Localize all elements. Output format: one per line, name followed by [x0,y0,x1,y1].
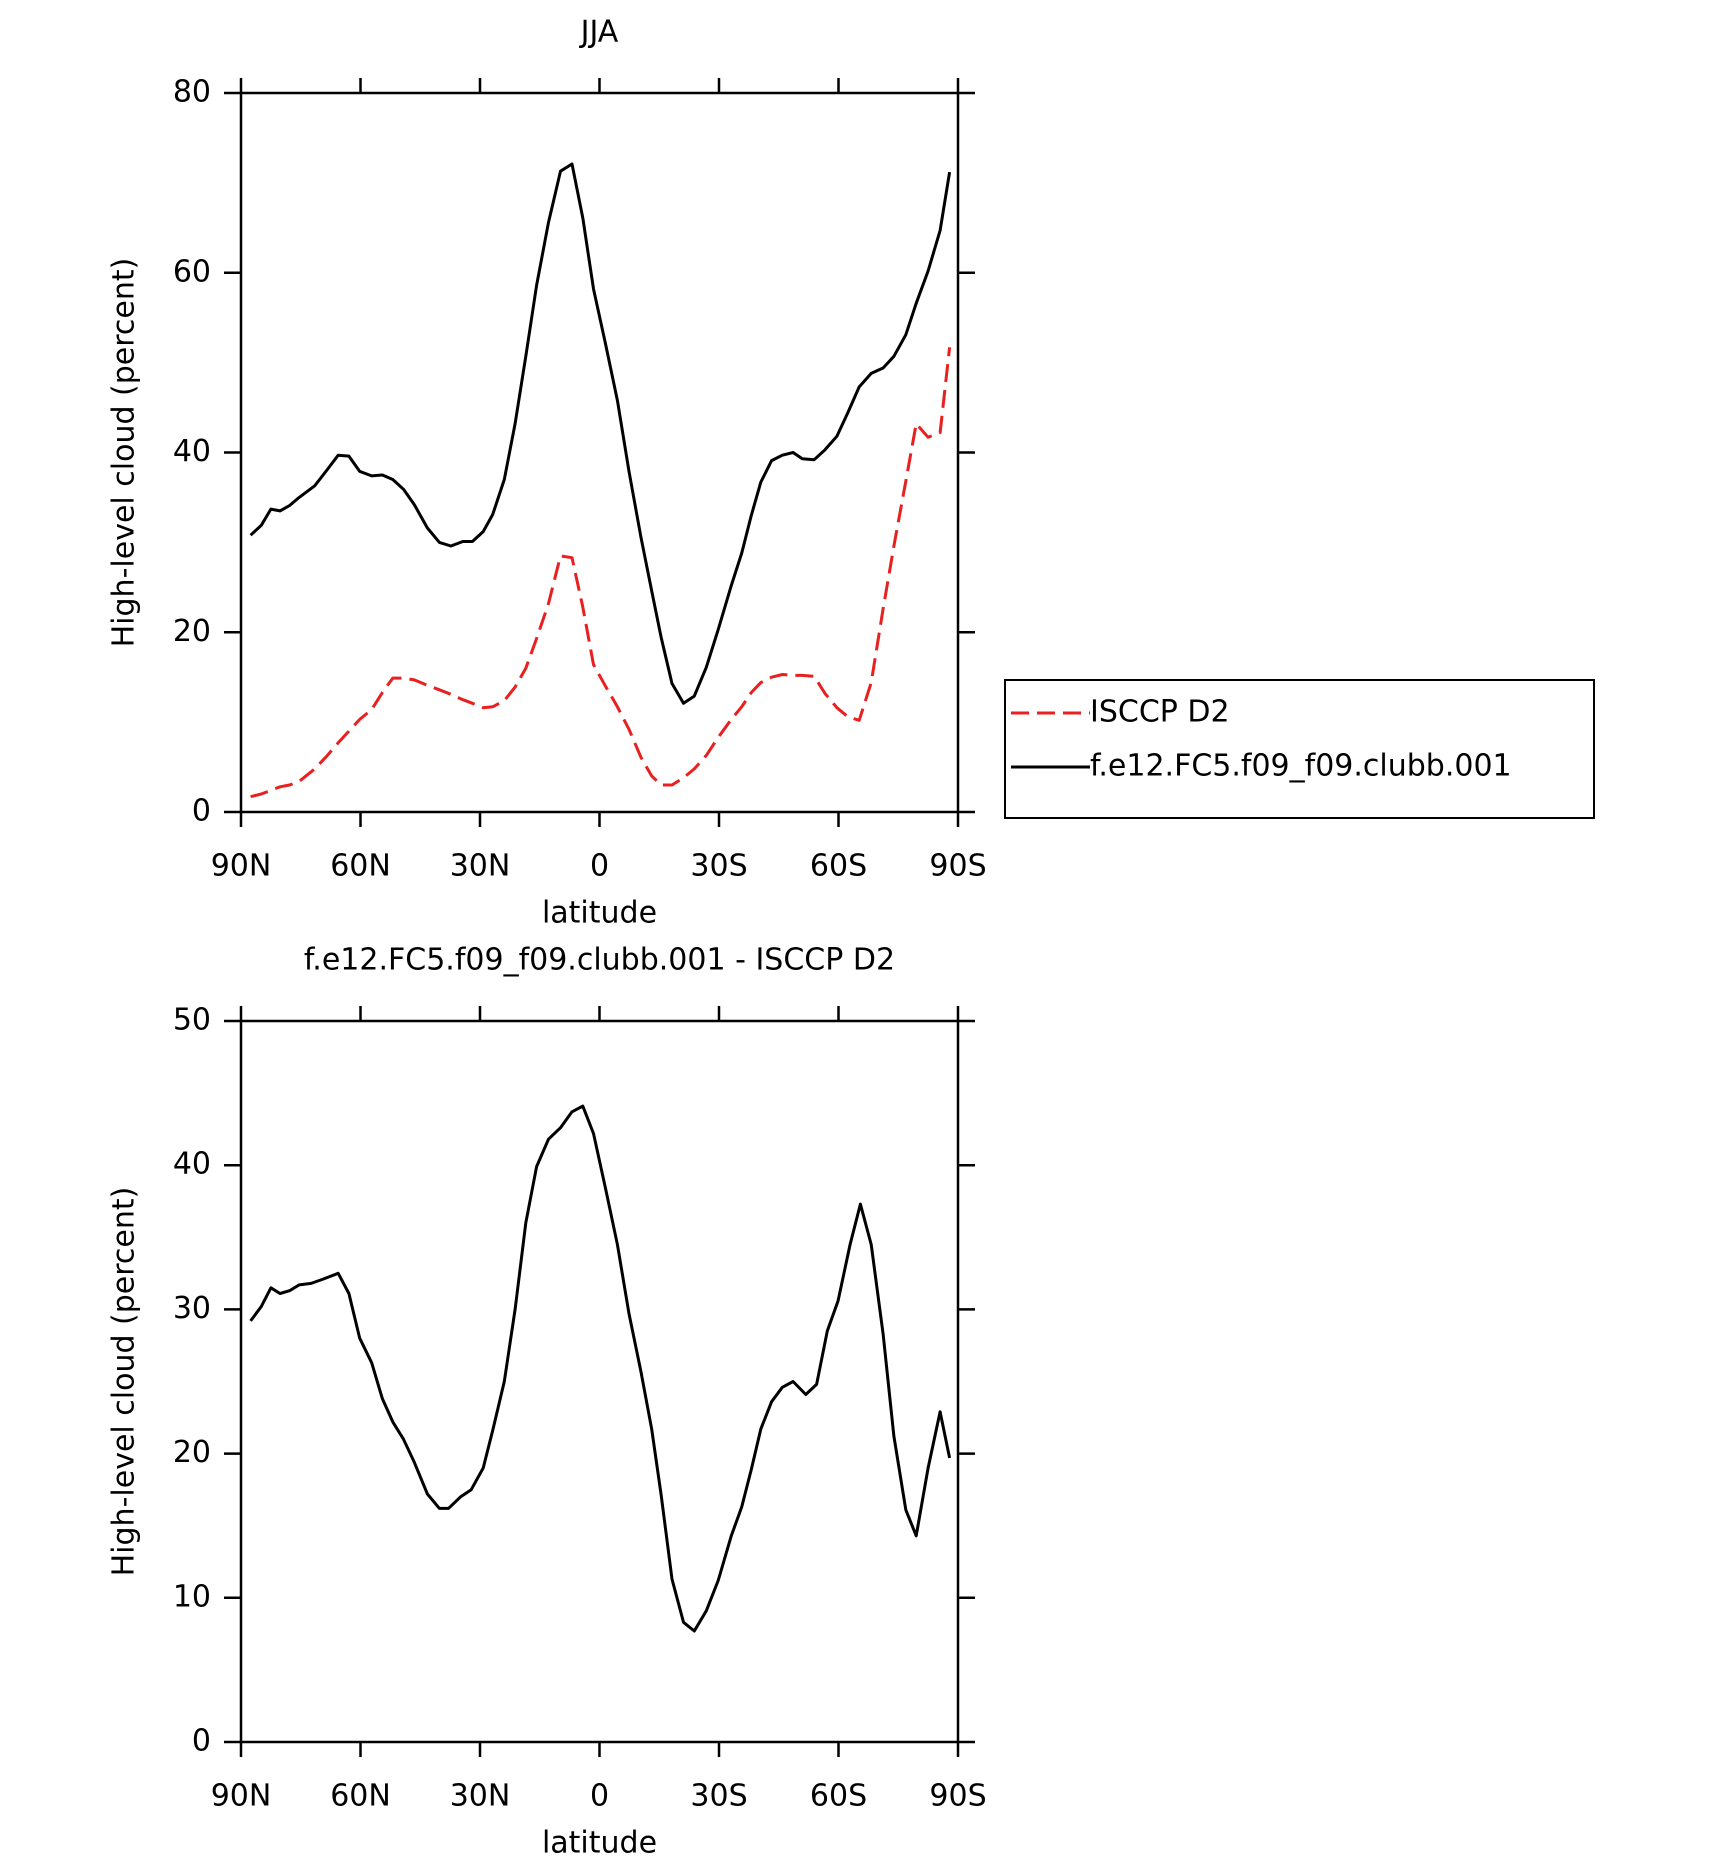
x-tick-label: 90N [211,1779,272,1814]
y-axis-label: High-level cloud (percent) [107,1187,142,1577]
x-tick-label: 60S [810,849,867,884]
x-tick-label: 90N [211,849,272,884]
y-tick-label: 30 [173,1291,211,1326]
plot-frame [239,1019,960,1744]
x-tick-label: 60N [330,1779,391,1814]
x-axis-label: latitude [542,896,657,931]
y-tick-label: 40 [173,434,211,469]
chart-title: f.e12.FC5.f09_f09.clubb.001 - ISCCP D2 [304,943,895,978]
y-tick-label: 10 [173,1579,211,1614]
y-tick-label: 60 [173,254,211,289]
x-tick-label: 30N [450,849,511,884]
x-tick-label: 30N [450,1779,511,1814]
x-tick-label: 90S [929,849,986,884]
y-tick-label: 20 [173,614,211,649]
y-tick-label: 80 [173,75,211,110]
x-tick-label: 0 [590,1779,609,1814]
y-tick-label: 20 [173,1435,211,1470]
data-line [249,1104,952,1633]
x-axis-label: latitude [542,1826,657,1861]
legend-box [1004,679,1595,819]
plot-frame [239,91,960,814]
legend-label: ISCCP D2 [1090,695,1230,730]
x-tick-label: 30S [690,849,747,884]
legend-label: f.e12.FC5.f09_f09.clubb.001 [1090,749,1512,784]
y-tick-label: 40 [173,1147,211,1182]
y-tick-label: 50 [173,1003,211,1038]
x-tick-label: 0 [590,849,609,884]
x-tick-label: 90S [929,1779,986,1814]
data-line [250,347,952,799]
chart-title: JJA [579,15,619,50]
data-line [249,162,952,705]
x-tick-label: 30S [690,1779,747,1814]
y-axis-label: High-level cloud (percent) [107,258,142,648]
x-tick-label: 60S [810,1779,867,1814]
x-tick-label: 60N [330,849,391,884]
y-tick-label: 0 [192,1724,211,1759]
y-tick-label: 0 [192,794,211,829]
